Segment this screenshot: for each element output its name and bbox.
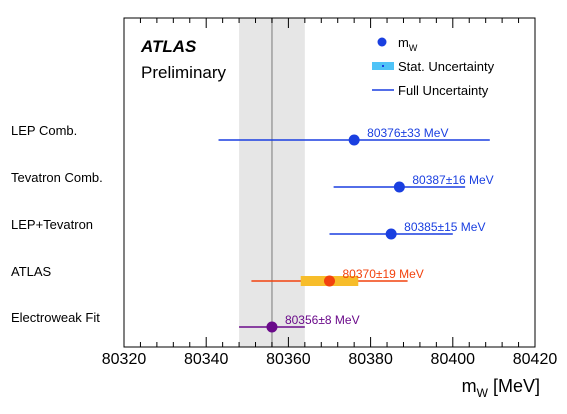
x-tick-label: 80320 — [102, 351, 147, 368]
legend-stat-label: Stat. Uncertainty — [398, 59, 495, 74]
row-label-lep-tevatron: LEP+Tevatron — [11, 217, 93, 232]
status-label: Preliminary — [141, 63, 227, 82]
legend-marker-label: mW — [398, 35, 418, 53]
plot-frame — [123, 17, 536, 348]
legend: mW Stat. Uncertainty Full Uncertainty — [372, 35, 495, 98]
row-label-electroweak-fit: Electroweak Fit — [11, 310, 100, 325]
x-axis: 80320 80340 80360 80380 80400 80420 — [102, 18, 558, 368]
measurement-labels: LEP Comb. Tevatron Comb. LEP+Tevatron ATLAS… — [11, 123, 103, 325]
row-label-lep-comb: LEP Comb. — [11, 123, 77, 138]
marker-electroweak-fit — [266, 321, 278, 333]
marker-tevatron-comb — [393, 181, 405, 193]
row-label-atlas: ATLAS — [11, 264, 52, 279]
x-tick-label: 80340 — [184, 351, 229, 368]
value-label-atlas: 80370±19 MeV — [343, 267, 424, 281]
value-label-lep-comb: 80376±33 MeV — [367, 126, 448, 140]
x-tick-label: 80380 — [348, 351, 393, 368]
row-label-tevatron-comb: Tevatron Comb. — [11, 170, 103, 185]
value-label-tevatron-comb: 80387±16 MeV — [412, 173, 493, 187]
measurements: 80376±33 MeV 80387±16 MeV 80385±15 MeV 8037… — [218, 126, 494, 333]
marker-lep-tevatron — [385, 228, 397, 240]
legend-full-label: Full Uncertainty — [398, 83, 489, 98]
marker-lep-comb — [348, 134, 360, 146]
legend-stat-swatch-dot — [382, 65, 384, 67]
experiment-label: ATLAS — [140, 37, 197, 56]
x-tick-label: 80400 — [431, 351, 476, 368]
value-label-electroweak-fit: 80356±8 MeV — [285, 313, 360, 327]
x-tick-label: 80360 — [266, 351, 311, 368]
marker-atlas — [324, 275, 335, 287]
x-tick-label: 80420 — [513, 351, 558, 368]
legend-marker-icon — [377, 37, 387, 47]
value-label-lep-tevatron: 80385±15 MeV — [404, 220, 485, 234]
x-axis-title: mW [MeV] — [462, 376, 540, 400]
